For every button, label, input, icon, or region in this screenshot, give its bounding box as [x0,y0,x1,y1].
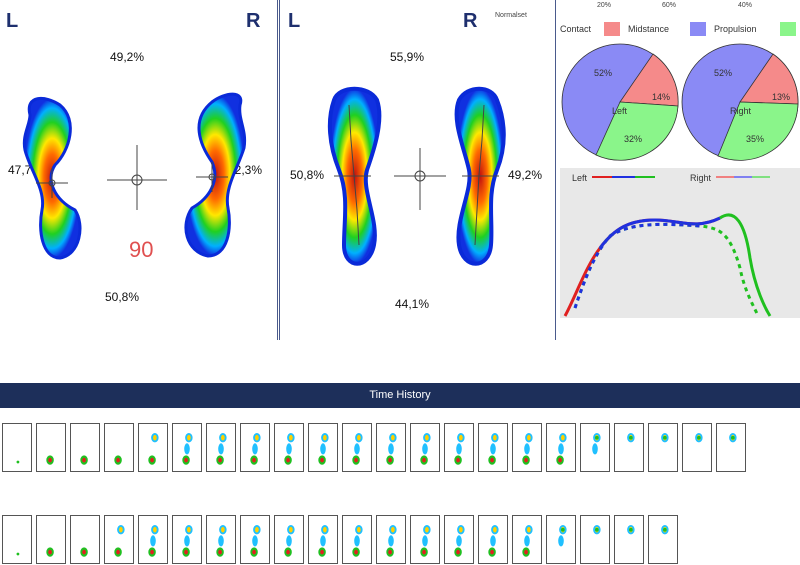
time-history-frame[interactable] [274,515,304,564]
balance-score: 90 [129,237,154,262]
left-pressure-map [22,92,247,260]
graph-legend-right: Right [690,173,712,183]
force-graph-lines [563,176,772,317]
time-history-frame[interactable] [2,423,32,472]
time-history-frame[interactable] [546,423,576,472]
time-history-frame[interactable] [410,423,440,472]
time-history-frame[interactable] [512,423,542,472]
time-history-frame[interactable] [206,515,236,564]
right-pie-prop-label: 35% [746,134,764,144]
right-pie-center: Right [730,106,752,116]
time-history-frame[interactable] [444,423,474,472]
time-history-frame[interactable] [716,423,746,472]
legend-propulsion-swatch [780,22,796,36]
time-history-frame[interactable] [70,515,100,564]
time-history-frame[interactable] [512,515,542,564]
left-label-R: R [246,10,261,32]
right-pie-contact-label: 13% [772,92,790,102]
time-history-frame[interactable] [206,423,236,472]
mid-label-R: R [463,10,478,32]
normalset-label: Normalset [495,12,527,19]
time-history-frame[interactable] [614,423,644,472]
left-pie-prop-label: 32% [624,134,642,144]
legend-midstance-swatch [690,22,706,36]
time-history-frame[interactable] [172,423,202,472]
time-history-frame[interactable] [36,515,66,564]
time-history-frame[interactable] [240,515,270,564]
legend-contact-label: Contact [560,24,592,34]
left-pie-center: Left [612,106,628,116]
time-history-frame[interactable] [308,515,338,564]
legend-propulsion-label: Propulsion [714,24,757,34]
time-history-frame[interactable] [682,423,712,472]
mid-top-pct: 55,9% [390,50,425,64]
time-history-frame[interactable] [138,423,168,472]
time-history-frame[interactable] [580,423,610,472]
time-history-header: Time History [0,383,800,408]
time-history-frame[interactable] [70,423,100,472]
time-history-frame[interactable] [342,515,372,564]
time-history-frame[interactable] [444,515,474,564]
left-foot-print [22,96,82,260]
time-history-frame[interactable] [614,515,644,564]
center-of-pressure-crosshair [107,145,167,210]
time-history-frame[interactable] [274,423,304,472]
time-history-frame[interactable] [2,515,32,564]
right-foot-print [184,92,247,258]
time-history-frame[interactable] [138,515,168,564]
time-history-frame[interactable] [36,423,66,472]
time-history-frame[interactable] [648,515,678,564]
phase-top-pct-2: 60% [662,2,677,9]
time-history-frame[interactable] [478,515,508,564]
right-phase-pie: 52% 13% 35% Right [681,43,799,161]
mid-foot-panel [279,0,556,340]
left-foot-panel [0,0,278,340]
time-history-frame[interactable] [478,423,508,472]
mid-label-L: L [288,10,301,32]
time-history-frame[interactable] [580,515,610,564]
time-history-frame[interactable] [376,515,406,564]
legend-midstance-label: Midstance [628,24,670,34]
time-history-frame[interactable] [104,423,134,472]
left-phase-pie: 52% 14% 32% Left [561,43,679,161]
left-pie-mid-label: 52% [594,68,612,78]
phase-top-pct-3: 40% [738,2,753,9]
left-top-pct: 49,2% [110,50,145,64]
left-label-L: L [6,10,19,32]
time-history-frame[interactable] [648,423,678,472]
time-history-frame[interactable] [240,423,270,472]
time-history-frame[interactable] [546,515,576,564]
left-bottom-pct: 50,8% [105,290,140,304]
graph-legend-left: Left [572,173,588,183]
time-history-frame[interactable] [172,515,202,564]
time-history-frame[interactable] [104,515,134,564]
time-history-frame[interactable] [308,423,338,472]
time-history-frame[interactable] [342,423,372,472]
mid-pressure-map [327,86,506,266]
right-pie-mid-label: 52% [714,68,732,78]
left-pie-contact-label: 14% [652,92,670,102]
time-history-frame[interactable] [410,515,440,564]
mid-right-pct: 49,2% [508,168,543,182]
mid-bottom-pct: 44,1% [395,297,430,311]
time-history-frame[interactable] [376,423,406,472]
legend-contact-swatch [604,22,620,36]
phase-top-pct-1: 20% [597,2,612,9]
mid-left-pct: 50,8% [290,168,325,182]
